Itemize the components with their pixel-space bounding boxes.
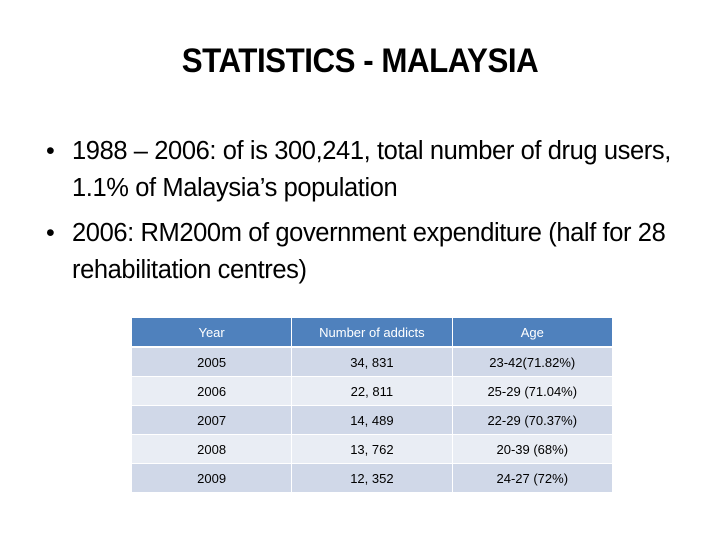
table-row: 2009 12, 352 24-27 (72%): [132, 463, 612, 493]
statistics-table: Year Number of addicts Age 2005 34, 831 …: [132, 318, 612, 493]
bullet-list: • 1988 – 2006: of is 300,241, total numb…: [44, 133, 684, 297]
table-row: 2006 22, 811 25-29 (71.04%): [132, 376, 612, 406]
cell-number-of-addicts: 14, 489: [291, 405, 453, 435]
cell-number-of-addicts: 34, 831: [291, 347, 453, 377]
bullet-text: 1988 – 2006: of is 300,241, total number…: [72, 137, 671, 202]
cell-age: 23-42(71.82%): [452, 347, 612, 377]
header-number-of-addicts: Number of addicts: [291, 318, 453, 348]
cell-number-of-addicts: 13, 762: [291, 434, 453, 464]
table-row: 2007 14, 489 22-29 (70.37%): [132, 405, 612, 435]
cell-age: 20-39 (68%): [452, 434, 612, 464]
cell-year: 2006: [132, 376, 293, 406]
cell-number-of-addicts: 12, 352: [291, 463, 453, 493]
cell-age: 24-27 (72%): [452, 463, 612, 493]
bullet-dot-icon: •: [46, 219, 55, 247]
bullet-text: 2006: RM200m of government expenditure (…: [72, 219, 666, 284]
cell-year: 2008: [132, 434, 293, 464]
cell-age: 25-29 (71.04%): [452, 376, 612, 406]
cell-year: 2007: [132, 405, 293, 435]
statistics-table-container: Year Number of addicts Age 2005 34, 831 …: [132, 318, 612, 493]
table-header-row: Year Number of addicts Age: [132, 318, 612, 348]
table-row: 2008 13, 762 20-39 (68%): [132, 434, 612, 464]
cell-age: 22-29 (70.37%): [452, 405, 612, 435]
bullet-dot-icon: •: [46, 137, 55, 165]
header-year: Year: [132, 318, 293, 348]
cell-year: 2009: [132, 463, 293, 493]
cell-year: 2005: [132, 347, 293, 377]
table-row: 2005 34, 831 23-42(71.82%): [132, 347, 612, 377]
header-age: Age: [452, 318, 612, 348]
bullet-item: • 1988 – 2006: of is 300,241, total numb…: [44, 133, 684, 207]
slide-title: STATISTICS - MALAYSIA: [181, 42, 539, 80]
bullet-item: • 2006: RM200m of government expenditure…: [44, 215, 684, 289]
cell-number-of-addicts: 22, 811: [291, 376, 453, 406]
